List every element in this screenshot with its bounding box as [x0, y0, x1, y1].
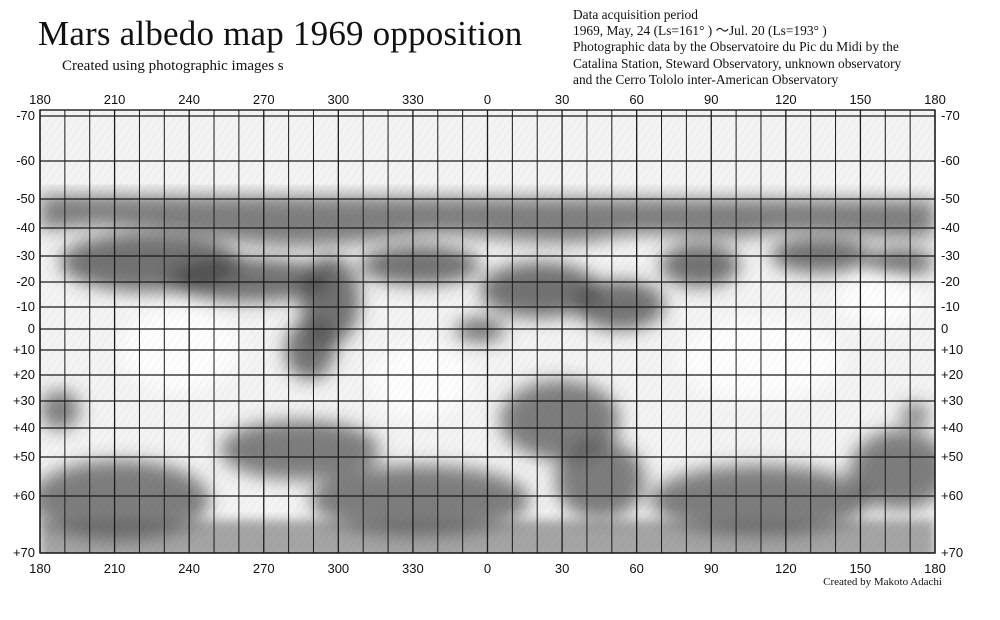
map-title: Mars albedo map 1969 opposition [38, 14, 523, 53]
longitude-label: 180 [29, 561, 51, 576]
latitude-label: -50 [941, 191, 960, 206]
latitude-label: +20 [941, 367, 964, 382]
longitude-label: 270 [252, 561, 275, 576]
latitude-label: -40 [16, 220, 35, 235]
longitude-label: 240 [178, 92, 201, 107]
longitude-label: 330 [402, 92, 424, 107]
latitude-label: +10 [12, 342, 35, 357]
latitude-label: -50 [16, 191, 35, 206]
latitude-label: -10 [941, 299, 960, 314]
longitude-label: 150 [849, 92, 872, 107]
longitude-label: 300 [327, 561, 350, 576]
info-line: Catalina Station, Steward Observatory, u… [573, 55, 902, 71]
longitude-label: 30 [554, 92, 570, 107]
longitude-label: 210 [103, 561, 126, 576]
latitude-label: -60 [941, 153, 960, 168]
longitude-label: 120 [774, 561, 797, 576]
info-line: Photographic data by the Observatoire du… [573, 39, 899, 55]
longitude-label: 180 [924, 92, 946, 107]
longitude-label: 240 [178, 561, 201, 576]
latitude-label: +30 [12, 393, 35, 408]
latitude-label: +50 [941, 449, 964, 464]
longitude-label: 90 [704, 92, 719, 107]
latitude-label: -40 [941, 220, 960, 235]
longitude-label: 180 [924, 561, 946, 576]
latitude-label: 0 [27, 321, 35, 336]
latitude-label: -60 [16, 153, 35, 168]
longitude-label: 300 [327, 92, 350, 107]
latitude-label: -20 [16, 274, 35, 289]
latitude-label: -70 [16, 108, 35, 123]
coordinate-grid [39, 109, 936, 554]
longitude-label: 120 [774, 92, 797, 107]
info-line: 1969, May, 24 (Ls=161° ) ～Jul. 20 (Ls=19… [573, 23, 827, 39]
info-line: Data acquisition period [573, 7, 698, 22]
latitude-label: 0 [941, 321, 949, 336]
longitude-label: 270 [252, 92, 275, 107]
longitude-label: 90 [704, 561, 719, 576]
latitude-label: +20 [12, 367, 35, 382]
longitude-label: 330 [402, 561, 424, 576]
longitude-label: 30 [554, 561, 570, 576]
latitude-label: +40 [12, 420, 35, 435]
credit-text: Created by Makoto Adachi [823, 576, 942, 588]
latitude-label: +10 [941, 342, 964, 357]
latitude-label: +70 [12, 545, 35, 560]
map-border [39, 109, 936, 554]
latitude-label: +70 [941, 545, 964, 560]
latitude-label: -30 [941, 248, 960, 263]
map-subtitle: Created using photographic images s [62, 58, 284, 74]
albedo-shading [40, 110, 935, 553]
longitude-label: 150 [849, 561, 872, 576]
latitude-label: -10 [16, 299, 35, 314]
longitude-label: 0 [483, 92, 492, 107]
longitude-label: 180 [29, 92, 51, 107]
latitude-label: -70 [941, 108, 960, 123]
latitude-label: +30 [941, 393, 964, 408]
latitude-label: +50 [12, 449, 35, 464]
longitude-label: 60 [629, 561, 644, 576]
latitude-label: -30 [16, 248, 35, 263]
longitude-label: 0 [483, 561, 492, 576]
latitude-label: -20 [941, 274, 960, 289]
info-line: and the Cerro Tololo inter-American Obse… [573, 71, 839, 87]
latitude-label: +60 [12, 488, 35, 503]
latitude-label: +60 [941, 488, 964, 503]
longitude-label: 60 [629, 92, 644, 107]
data-info-block: Data acquisition period 1969, May, 24 (L… [573, 7, 901, 88]
latitude-label: +40 [941, 420, 964, 435]
longitude-label: 210 [103, 92, 126, 107]
